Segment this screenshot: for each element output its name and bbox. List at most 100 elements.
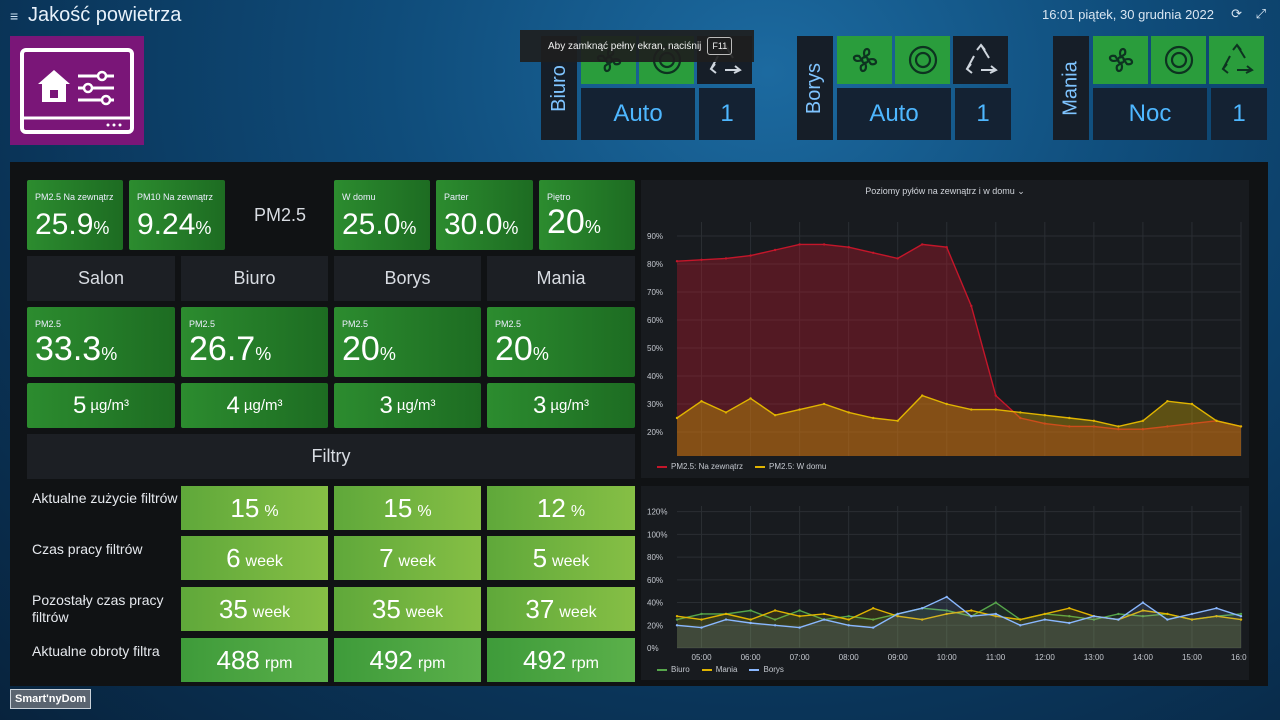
data-point: [798, 243, 801, 246]
f11-key: F11: [707, 37, 733, 55]
filter-rpm-cell[interactable]: 492 rpm: [334, 638, 481, 682]
data-point: [1092, 419, 1096, 422]
stat-unit: %: [379, 344, 396, 364]
y-tick-label: 20%: [647, 621, 663, 630]
stat-tile-parter[interactable]: Parter 30.0%: [436, 180, 533, 250]
speed-value[interactable]: 1: [699, 88, 755, 140]
stat-value: 3: [532, 391, 547, 419]
data-point: [1190, 402, 1194, 406]
filter-runtime-cell[interactable]: 7 week: [334, 536, 481, 580]
filter-unit: week: [245, 553, 283, 570]
filter-runtime-cell[interactable]: 6 week: [181, 536, 328, 580]
filter-value: 492: [369, 644, 413, 675]
data-point: [1117, 425, 1120, 428]
x-tick-label: 16:0: [1231, 653, 1247, 662]
filter-usage-cell[interactable]: 15%: [181, 486, 328, 530]
legend-item[interactable]: Borys: [749, 665, 784, 674]
y-tick-label: 50%: [647, 344, 663, 353]
speed-value[interactable]: 1: [955, 88, 1011, 140]
room-ug-tile-mania[interactable]: 3 µg/m³: [487, 383, 635, 428]
data-point: [700, 612, 703, 616]
mode-value[interactable]: Auto: [837, 88, 951, 140]
stat-tile-pietro[interactable]: Piętro 20%: [539, 180, 635, 250]
menu-icon[interactable]: ≡: [10, 8, 19, 24]
room-ug-tile-borys[interactable]: 3 µg/m³: [334, 383, 481, 428]
data-point: [1141, 428, 1145, 431]
room-pm-tile-mania[interactable]: PM2.5 20%: [487, 307, 635, 377]
mode-value[interactable]: Auto: [581, 88, 695, 140]
data-point: [675, 416, 679, 420]
legend-label: Borys: [763, 665, 784, 674]
data-point: [945, 609, 948, 612]
data-point: [1068, 615, 1071, 618]
stat-tile-outside-pm10[interactable]: PM10 Na zewnątrz 9.24%: [129, 180, 225, 250]
fullscreen-hint-text: Aby zamknąć pełny ekran, naciśnij: [548, 40, 702, 52]
data-point: [1092, 425, 1096, 428]
filter-unit: %: [264, 503, 279, 520]
filter-remaining-cell[interactable]: 37 week: [487, 587, 635, 631]
data-point: [1166, 618, 1169, 621]
series-line[interactable]: [676, 243, 1242, 430]
filter-row-label: Czas pracy filtrów: [32, 541, 143, 557]
recycle-button[interactable]: [1209, 36, 1264, 84]
legend-swatch: [749, 668, 760, 671]
stat-value: 3: [379, 391, 393, 419]
y-tick-label: 100%: [647, 530, 667, 539]
filter-usage-cell[interactable]: 12%: [487, 486, 635, 530]
data-point: [798, 408, 801, 411]
stat-tile-outside-pm25[interactable]: PM2.5 Na zewnątrz 25.9%: [27, 180, 123, 250]
series-line[interactable]: [676, 394, 1242, 428]
chart-svg[interactable]: 0% 20% 40% 60% 80% 100% 120% 05:00 06:00 07:00 08:…: [641, 486, 1249, 664]
data-point: [724, 612, 728, 616]
room-pm-tile-biuro[interactable]: PM2.5 26.7%: [181, 307, 328, 377]
chart-svg[interactable]: 10%20%30%40%50%60%70%80%90%05:0006:0007:…: [641, 180, 1249, 456]
filter-remaining-cell[interactable]: 35 week: [334, 587, 481, 631]
fullscreen-icon[interactable]: ⤢: [1255, 6, 1266, 21]
data-point: [1117, 618, 1120, 621]
filter-row-label: Aktualne zużycie filtrów: [32, 490, 178, 506]
clock: 16:01 piątek, 30 grudnia 2022: [1041, 7, 1214, 22]
speed-value[interactable]: 1: [1211, 88, 1267, 140]
y-tick-label: 90%: [647, 232, 663, 241]
legend-item[interactable]: Biuro: [657, 665, 690, 674]
fan-button[interactable]: [837, 36, 892, 84]
data-point: [847, 411, 850, 414]
filter-rpm-cell[interactable]: 488 rpm: [181, 638, 328, 682]
auto-mode-button[interactable]: [1151, 36, 1206, 84]
room-pm-tile-salon[interactable]: PM2.5 33.3%: [27, 307, 175, 377]
legend-item[interactable]: Mania: [701, 665, 738, 674]
series-line[interactable]: [676, 601, 1242, 621]
data-point: [773, 414, 777, 417]
room-ug-tile-biuro[interactable]: 4 µg/m³: [181, 383, 328, 428]
chart-title[interactable]: Poziomy pyłów na zewnątrz i w domu ⌄: [641, 186, 1249, 197]
fan-button[interactable]: [1093, 36, 1148, 84]
filter-unit: %: [570, 503, 586, 520]
filter-usage-cell[interactable]: 15%: [334, 486, 481, 530]
stat-unit: µg/m³: [550, 397, 589, 414]
filter-remaining-cell[interactable]: 35 week: [181, 587, 328, 631]
room-pm-tile-borys[interactable]: PM2.5 20%: [334, 307, 481, 377]
room-control-mania: Mania Noc 1: [1053, 36, 1267, 140]
stat-tile-home[interactable]: W domu 25.0%: [334, 180, 430, 250]
home-settings-tile[interactable]: [10, 36, 144, 145]
chart-title-text: Poziomy pyłów na zewnątrz i w domu: [865, 186, 1015, 196]
data-point: [1019, 624, 1022, 627]
series-line[interactable]: [676, 596, 1242, 629]
filter-value: 6: [226, 542, 241, 573]
legend-item[interactable]: PM2.5: Na zewnątrz: [657, 462, 743, 471]
auto-mode-button[interactable]: [895, 36, 950, 84]
main-panel: PM2.5 Na zewnątrz 25.9% PM10 Na zewnątrz…: [10, 162, 1268, 686]
room-ug-tile-salon[interactable]: 5 µg/m³: [27, 383, 175, 428]
data-point: [945, 402, 948, 406]
filter-rpm-cell[interactable]: 492 rpm: [487, 638, 635, 682]
mode-value[interactable]: Noc: [1093, 88, 1207, 140]
legend-item[interactable]: PM2.5: W domu: [755, 462, 826, 471]
recycle-button[interactable]: [953, 36, 1008, 84]
stat-label: W domu: [342, 192, 376, 202]
filter-runtime-cell[interactable]: 5 week: [487, 536, 635, 580]
y-tick-label: 40%: [647, 372, 663, 381]
series-line[interactable]: [676, 607, 1242, 621]
legend-label: Mania: [715, 665, 738, 674]
stat-value: 25.0: [342, 208, 401, 241]
refresh-icon[interactable]: ⟳: [1231, 6, 1242, 21]
